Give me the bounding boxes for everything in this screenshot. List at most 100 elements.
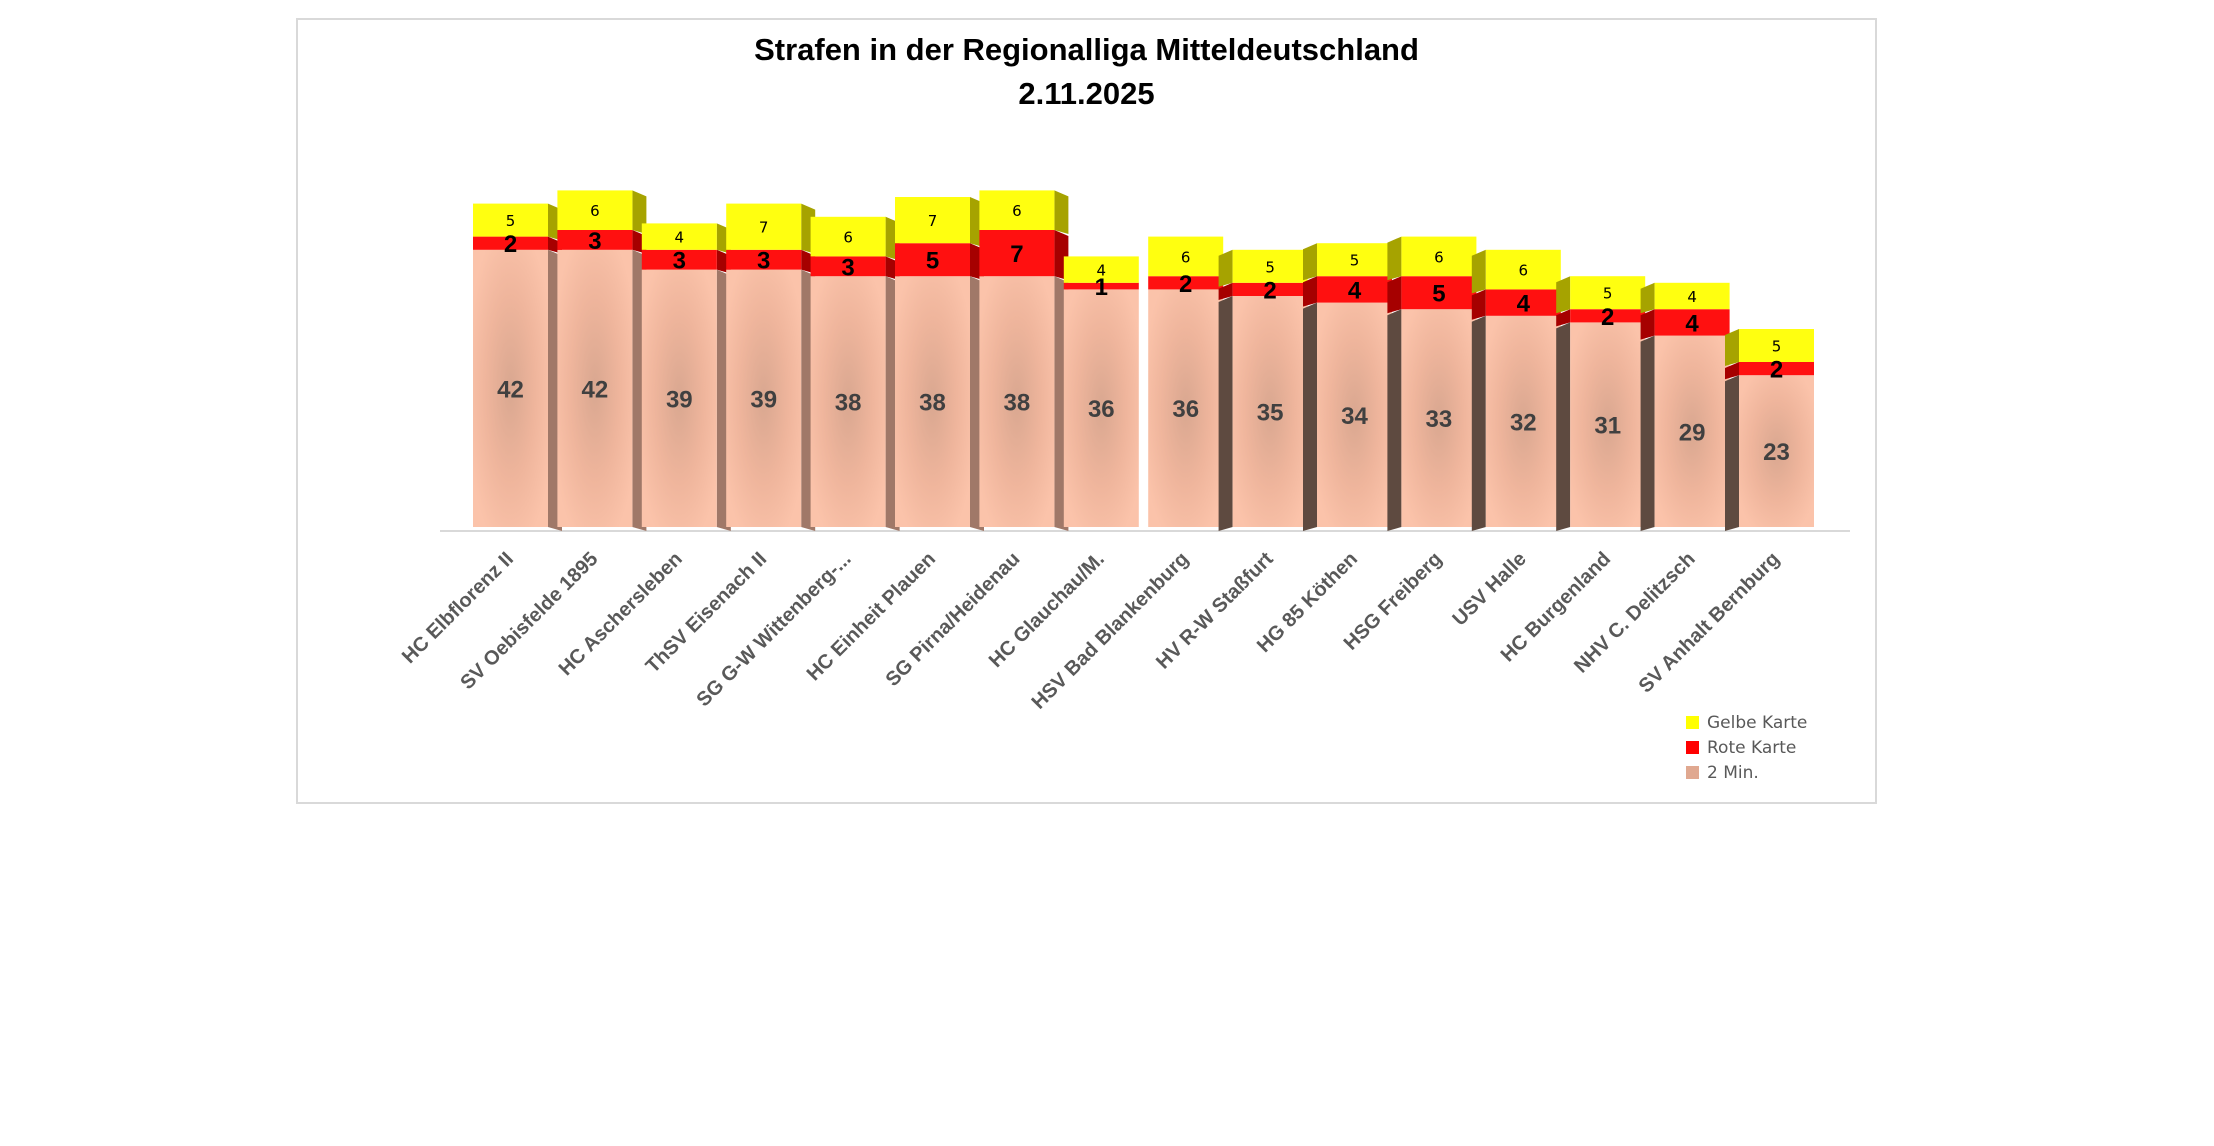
bar-2min: [557, 249, 633, 528]
data-label-gelbe-karte: 4: [1687, 288, 1697, 306]
bar-2min: [1232, 296, 1308, 527]
data-label-gelbe-karte: 6: [1012, 202, 1022, 220]
bar-group: [557, 190, 647, 532]
data-label-2min: 38: [835, 390, 862, 417]
bar-2min: [1739, 375, 1814, 527]
bar-side-yellow: [632, 190, 647, 234]
data-label-gelbe-karte: 6: [590, 202, 600, 220]
bar-group: [895, 197, 984, 531]
data-label-rote-karte: 5: [1432, 281, 1445, 308]
data-label-rote-karte: 1: [1095, 274, 1108, 301]
data-label-2min: 36: [1088, 396, 1115, 423]
bar-gelbe-karte: [1654, 282, 1730, 310]
bar-2min: [1570, 322, 1646, 527]
bar-2min: [895, 276, 970, 527]
legend-label: Gelbe Karte: [1707, 712, 1808, 733]
bar-rote-karte: [1317, 276, 1392, 303]
legend-label: 2 Min.: [1707, 762, 1759, 783]
bar-2min: [1401, 309, 1477, 527]
data-label-gelbe-karte: 4: [675, 229, 685, 247]
data-label-rote-karte: 2: [1179, 271, 1192, 298]
bar-gelbe-karte: [895, 197, 970, 244]
data-label-rote-karte: 2: [1601, 304, 1614, 331]
bar-gelbe-karte: [1401, 236, 1477, 277]
bar-side-2min: [1471, 315, 1486, 531]
data-label-gelbe-karte: 5: [1350, 252, 1360, 270]
bar-2min: [1485, 315, 1561, 527]
legend: Gelbe Karte Rote Karte 2 Min.: [1686, 710, 1807, 785]
bar-rote-karte: [1654, 309, 1730, 336]
bar-side-2min: [1218, 296, 1233, 531]
data-label-rote-karte: 7: [1010, 241, 1023, 268]
data-label-rote-karte: 2: [1770, 357, 1783, 384]
bar-group: [473, 203, 562, 532]
legend-swatch-yellow: [1686, 716, 1699, 729]
bar-gelbe-karte: [1148, 236, 1224, 277]
data-label-gelbe-karte: 6: [1434, 248, 1444, 266]
data-label-2min: 34: [1341, 403, 1368, 430]
data-label-rote-karte: 5: [926, 248, 939, 275]
bar-side-yellow: [1387, 236, 1402, 281]
bar-gelbe-karte: [1232, 249, 1308, 283]
bar-rote-karte: [1485, 289, 1561, 316]
legend-swatch-red: [1686, 741, 1699, 754]
bar-group: [726, 203, 816, 531]
bar-gelbe-karte: [557, 190, 633, 230]
bar-2min: [1654, 335, 1730, 527]
bar-group: [641, 223, 731, 531]
bar-rote-karte: [1570, 309, 1646, 323]
bar-rote-karte: [641, 249, 717, 270]
bar-rote-karte: [557, 230, 633, 250]
bar-group: [1471, 249, 1561, 531]
bar-rote-karte: [1401, 276, 1477, 310]
data-label-2min: 33: [1426, 406, 1453, 433]
bar-side-yellow: [1471, 249, 1486, 294]
bar-group: [979, 190, 1069, 531]
bar-side-red: [1556, 309, 1571, 327]
bar-gelbe-karte: [1570, 276, 1646, 310]
data-label-2min: 35: [1257, 400, 1284, 427]
bar-2min: [810, 276, 886, 527]
data-label-gelbe-karte: 6: [843, 229, 853, 247]
bar-gelbe-karte: [1317, 243, 1392, 277]
data-label-2min: 31: [1594, 413, 1621, 440]
bar-side-red: [1640, 309, 1655, 340]
data-label-gelbe-karte: 5: [1265, 258, 1275, 276]
bar-side-2min: [1640, 335, 1655, 531]
bar-2min: [1063, 289, 1139, 527]
chart-subtitle: 2.11.2025: [1018, 76, 1155, 111]
data-label-2min: 29: [1679, 419, 1706, 446]
data-label-gelbe-karte: 6: [1519, 262, 1529, 280]
bar-gelbe-karte: [1485, 249, 1561, 290]
data-label-rote-karte: 4: [1517, 291, 1531, 318]
data-label-2min: 42: [497, 376, 524, 403]
bar-side-yellow: [1556, 276, 1571, 314]
bar-side-yellow: [1218, 249, 1233, 287]
data-label-gelbe-karte: 5: [1772, 338, 1782, 356]
data-label-gelbe-karte: 5: [506, 212, 516, 230]
chart-title-block: Strafen in der Regionalliga Mitteldeutsc…: [296, 28, 1877, 116]
bar-group: [1218, 249, 1308, 531]
bar-gelbe-karte: [979, 190, 1055, 230]
bar-group: [1556, 276, 1646, 531]
bar-side-red: [1471, 289, 1486, 320]
bar-side-yellow: [1640, 282, 1655, 314]
data-label-rote-karte: 3: [588, 228, 601, 255]
bar-side-2min: [1387, 309, 1402, 531]
x-tick-label: HSV Bad Blankenburg: [1028, 548, 1194, 714]
bar-rote-karte: [1739, 362, 1814, 376]
x-tick-label: SV Oebisfelde 1895: [456, 548, 602, 694]
data-label-2min: 39: [666, 386, 693, 413]
bar-gelbe-karte: [1063, 256, 1139, 283]
bar-group: [1303, 243, 1392, 531]
data-label-rote-karte: 3: [673, 248, 686, 275]
chart-title: Strafen in der Regionalliga Mitteldeutsc…: [754, 32, 1419, 67]
bar-2min: [979, 276, 1055, 527]
bar-2min: [641, 269, 717, 527]
bar-gelbe-karte: [726, 203, 802, 250]
bar-gelbe-karte: [810, 216, 886, 257]
data-label-rote-karte: 3: [757, 248, 770, 275]
bar-gelbe-karte: [473, 203, 548, 237]
data-label-gelbe-karte: 6: [1181, 248, 1191, 266]
bar-side-red: [1387, 276, 1402, 314]
